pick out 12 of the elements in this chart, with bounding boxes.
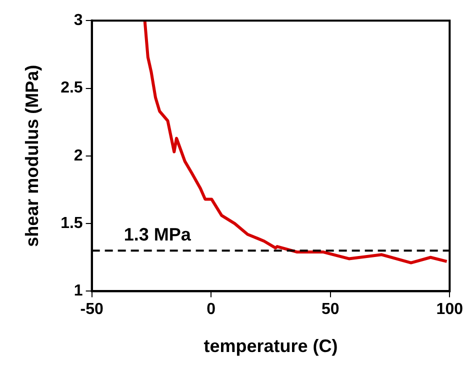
y-tick-label: 1 [74, 282, 83, 300]
y-tick-label: 2 [74, 147, 83, 164]
y-tick-label: 3 [74, 12, 83, 30]
y-axis-title: shear modulus (MPa) [22, 64, 42, 247]
y-tick-label: 1.5 [60, 214, 83, 232]
x-tick-label: 100 [436, 301, 464, 318]
ref-line-label: 1.3 MPa [124, 224, 192, 245]
x-axis-title: temperature (C) [204, 336, 338, 356]
y-tick-label: 2.5 [60, 80, 83, 97]
x-tick-label: 0 [206, 301, 216, 318]
x-tick-label: -50 [80, 301, 104, 318]
x-tick-label: 50 [321, 301, 340, 318]
